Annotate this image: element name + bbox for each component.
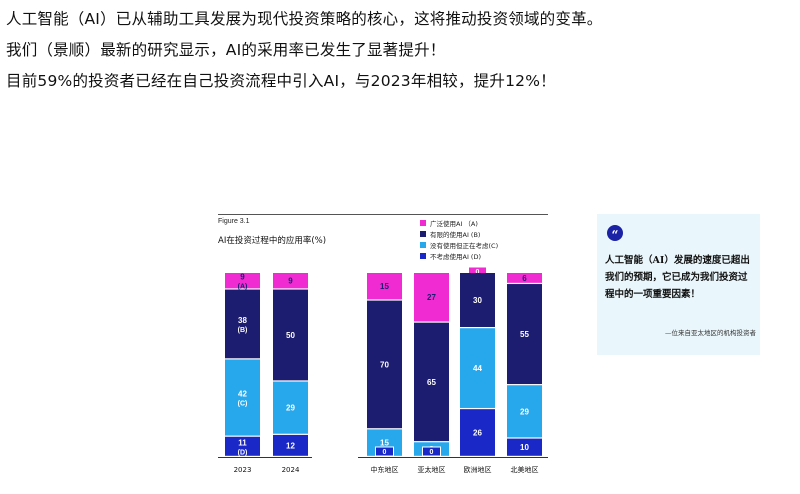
data-label: 38 — [238, 316, 247, 325]
intro-text-block: 人工智能（AI）已从辅助工具发展为现代投资策略的核心，这将推动投资领域的变革。 … — [6, 4, 796, 97]
data-label: 0 — [430, 449, 434, 456]
series-tag-label: (C) — [238, 401, 248, 408]
bar-segment-widely — [414, 273, 449, 322]
series-tag-label: (B) — [238, 327, 248, 334]
data-label: 26 — [473, 428, 482, 437]
bar-segment-widely — [507, 273, 542, 283]
legend-item-not: 不考虑使用AI (D) — [420, 250, 498, 261]
legend-label-widely: 广泛使用AI （A) — [430, 219, 478, 228]
ai-adoption-figure: Figure 3.1 AI在投资过程中的应用率(%) 广泛使用AI （A) 有限… — [218, 214, 548, 476]
legend-label-considering: 没有使用但正在考虑(C) — [430, 241, 499, 250]
bar-segment-not — [460, 409, 495, 456]
data-label: 10 — [520, 443, 529, 452]
legend-swatch-widely — [420, 219, 426, 226]
data-label: 65 — [427, 378, 436, 387]
data-label: 29 — [286, 404, 295, 413]
x-tick-label: 北美地区 — [511, 465, 539, 474]
bar-segment-not — [507, 438, 542, 456]
legend-label-not: 不考虑使用AI (D) — [430, 252, 482, 261]
data-label: 70 — [380, 360, 389, 369]
bar-segment-limited — [367, 300, 402, 429]
quote-source: —位来自亚太地区的机构投资者 — [665, 329, 756, 337]
data-label: 6 — [522, 274, 527, 283]
quote-icon: “ — [607, 225, 623, 242]
bar-segment-widely — [273, 273, 308, 289]
bar-segment-limited — [273, 289, 308, 381]
x-tick-label: 中东地区 — [371, 465, 399, 474]
bar-segment-not — [273, 434, 308, 456]
intro-line-3: 目前59%的投资者已经在自己投资流程中引入AI，与2023年相较，提升12%！ — [6, 72, 556, 90]
chart-legend: 广泛使用AI （A) 有限的使用AI (B) 没有使用但正在考虑(C) 不考虑使… — [420, 217, 498, 261]
legend-item-considering: 没有使用但正在考虑(C) — [420, 239, 498, 250]
data-label: 9 — [240, 273, 245, 282]
legend-item-limited: 有限的使用AI (B) — [420, 228, 498, 239]
data-label: 9 — [288, 277, 293, 286]
bar-segment-considering — [273, 381, 308, 434]
bar-segment-considering — [507, 385, 542, 438]
quote-text: 人工智能（AI）发展的速度已超出我们的预期，它已成为我们投资过程中的一项重要因素… — [605, 255, 750, 300]
data-label: 55 — [520, 330, 529, 339]
zero-segment-not — [422, 446, 441, 457]
bar-segment-limited — [225, 289, 260, 359]
data-label: 15 — [380, 439, 389, 448]
data-label: 27 — [427, 293, 436, 302]
bar-segment-limited — [507, 284, 542, 385]
intro-line-2: 我们（景顺）最新的研究显示，AI的采用率已发生了显著提升！ — [6, 41, 446, 59]
data-label: 42 — [238, 390, 247, 399]
bar-segment-widely — [225, 273, 260, 289]
bar-segment-considering — [460, 328, 495, 408]
bar-segment-considering — [225, 359, 260, 436]
x-tick-label: 欧洲地区 — [464, 465, 492, 474]
data-label: 44 — [473, 364, 482, 373]
x-tick-label: 亚太地区 — [418, 465, 446, 474]
stacked-bar-chart: 9 (A) 38 (B) 42 (C) 11 (D) 2023 9 50 29 12 2024 15 70 15… — [218, 266, 548, 474]
intro-line-1: 人工智能（AI）已从辅助工具发展为现代投资策略的核心，这将推动投资领域的变革。 — [6, 10, 603, 28]
figure-top-rule — [218, 214, 548, 215]
data-label: 15 — [380, 282, 389, 291]
data-label: 50 — [286, 331, 295, 340]
data-label: 12 — [286, 441, 295, 450]
data-label: 29 — [520, 407, 529, 416]
bar-segment-not — [225, 436, 260, 456]
series-tag-label: (A) — [238, 284, 248, 291]
bar-segment-limited — [414, 322, 449, 442]
legend-swatch-not — [420, 252, 426, 259]
series-tag-label: (D) — [238, 449, 248, 456]
x-tick-label: 2024 — [282, 466, 300, 474]
figure-label: Figure 3.1 — [218, 218, 250, 225]
bar-segment-widely — [367, 273, 402, 300]
data-label: 11 — [238, 438, 247, 447]
quote-card: “ 人工智能（AI）发展的速度已超出我们的预期，它已成为我们投资过程中的一项重要… — [597, 214, 760, 355]
legend-swatch-considering — [420, 241, 426, 248]
chart-title: AI在投资过程中的应用率(%) — [218, 236, 327, 246]
zero-segment-not — [375, 446, 394, 457]
data-label: 0 — [476, 269, 480, 276]
legend-swatch-limited — [420, 230, 426, 237]
data-label: 30 — [473, 296, 482, 305]
bar-segment-limited — [460, 273, 495, 327]
legend-item-widely: 广泛使用AI （A) — [420, 217, 498, 228]
x-tick-label: 2023 — [234, 466, 252, 474]
data-label: 0 — [383, 449, 387, 456]
legend-label-limited: 有限的使用AI (B) — [430, 230, 481, 239]
